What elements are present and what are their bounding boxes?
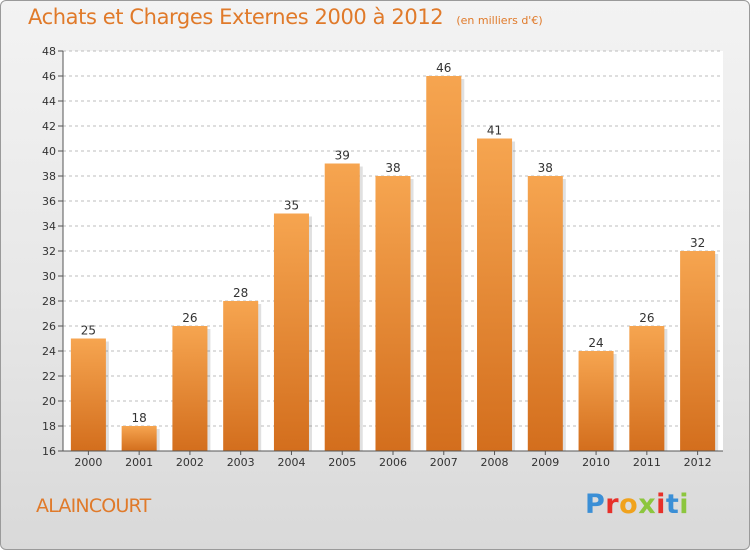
x-tick-label: 2002: [176, 456, 204, 469]
y-tick-label: 28: [42, 295, 56, 308]
chart-subtitle: (en milliers d'€): [456, 14, 543, 27]
bar-value-label: 26: [182, 311, 197, 325]
bars: 25 18 26 28 35 39 38 46 41 38 24 26 32: [70, 61, 719, 451]
x-tick-label: 2001: [125, 456, 153, 469]
bar: [172, 326, 208, 451]
x-tick-label: 2005: [328, 456, 356, 469]
bar: [121, 426, 157, 451]
y-tick-label: 22: [42, 370, 56, 383]
y-tick-label: 42: [42, 120, 56, 133]
x-tick-label: 2000: [74, 456, 102, 469]
y-tick-label: 18: [42, 420, 56, 433]
y-tick-label: 32: [42, 245, 56, 258]
logo-letter: r: [605, 489, 620, 520]
y-tick-label: 40: [42, 145, 56, 158]
y-tick-label: 44: [42, 95, 56, 108]
logo-letter: i: [656, 489, 666, 520]
bar-value-label: 24: [588, 336, 603, 350]
bar: [426, 76, 462, 451]
x-tick-label: 2003: [227, 456, 255, 469]
bar-value-label: 28: [233, 286, 248, 300]
y-tick-label: 24: [42, 345, 56, 358]
bar: [680, 251, 716, 451]
title-block: Achats et Charges Externes 2000 à 2012 (…: [28, 5, 543, 29]
bar-value-label: 41: [487, 124, 502, 138]
y-tick-label: 38: [42, 170, 56, 183]
y-tick-label: 26: [42, 320, 56, 333]
bar: [527, 176, 563, 451]
bar-value-label: 39: [335, 149, 350, 163]
commune-name: ALAINCOURT: [36, 495, 151, 517]
bar-value-label: 26: [639, 311, 654, 325]
y-tick-label: 16: [42, 445, 56, 458]
bar-value-label: 32: [690, 236, 705, 250]
x-tick-label: 2008: [481, 456, 509, 469]
bar: [70, 338, 106, 451]
y-tick-label: 30: [42, 270, 56, 283]
logo-letter: i: [679, 489, 690, 520]
y-tick-label: 48: [42, 45, 56, 58]
bar-value-label: 38: [538, 161, 553, 175]
x-tick-label: 2006: [379, 456, 407, 469]
logo-letter: P: [585, 489, 606, 520]
bar-value-label: 25: [81, 324, 96, 338]
y-tick-label: 20: [42, 395, 56, 408]
bar: [375, 176, 411, 451]
logo-letter: o: [619, 489, 639, 520]
chart-title: Achats et Charges Externes 2000 à 2012: [28, 5, 444, 29]
proxiti-logo: Proxiti: [585, 489, 689, 520]
x-axis: 2000 2001 2002 2003 2004 2005 2006 2007 2008 2009…: [74, 451, 712, 469]
y-axis: 16 18 20 22 24 26 28 30 32 34 36 38 40 42 44 46 48: [42, 45, 63, 458]
x-tick-label: 2007: [430, 456, 458, 469]
bar: [578, 351, 614, 451]
x-tick-label: 2012: [684, 456, 712, 469]
x-tick-label: 2004: [277, 456, 305, 469]
y-tick-label: 36: [42, 195, 56, 208]
bar: [629, 326, 665, 451]
x-tick-label: 2010: [582, 456, 610, 469]
bar-value-label: 18: [132, 411, 147, 425]
logo-letter: t: [665, 489, 680, 520]
bar-value-label: 38: [385, 161, 400, 175]
logo-letter: x: [638, 489, 657, 520]
y-tick-label: 46: [42, 70, 56, 83]
bar: [223, 301, 259, 451]
bar: [273, 213, 309, 451]
bar: [324, 163, 360, 451]
x-tick-label: 2011: [633, 456, 661, 469]
bar: [477, 138, 513, 451]
x-tick-label: 2009: [531, 456, 559, 469]
bar-value-label: 46: [436, 61, 451, 75]
y-tick-label: 34: [42, 220, 56, 233]
bar-value-label: 35: [284, 199, 299, 213]
